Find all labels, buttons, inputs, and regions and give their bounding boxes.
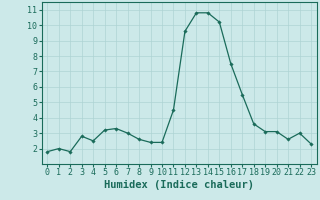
X-axis label: Humidex (Indice chaleur): Humidex (Indice chaleur)	[104, 180, 254, 190]
